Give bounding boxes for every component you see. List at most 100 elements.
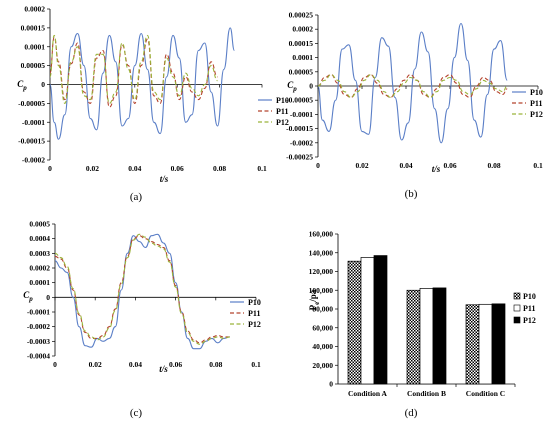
x-tick-label: 0.1	[251, 360, 261, 369]
x-tick-label: 0.04	[128, 164, 141, 173]
legend-label-p10: P10	[276, 96, 289, 105]
y-tick-label: -0.00015	[18, 137, 45, 146]
y-tick-label: 0	[309, 82, 313, 91]
bar-p10	[406, 289, 421, 385]
y-tick-label: -0.0002	[27, 322, 50, 331]
bar-p10	[347, 260, 362, 385]
x-tick-label: 0.04	[129, 360, 142, 369]
y-tick-label: 0.0005	[29, 220, 50, 229]
legend-label-p12: P12	[276, 118, 289, 127]
x-tick-label: 0.08	[487, 161, 500, 170]
y-tick-label: -0.00005	[18, 99, 45, 108]
series-line-p10	[49, 27, 235, 140]
legend-label-p12: P12	[530, 110, 543, 119]
y-tick-label: -0.00015	[286, 124, 313, 133]
y-tick-label: -0.0003	[27, 337, 50, 346]
x-tick-label: 0.04	[399, 161, 412, 170]
series-line-p12	[49, 34, 218, 104]
y-tick-label: 0.00005	[289, 67, 314, 76]
bar-p10	[465, 304, 480, 385]
series-line-p11	[317, 74, 508, 98]
y-tick-label: 0	[41, 80, 45, 89]
y-tick-label: 100,000	[309, 286, 334, 295]
panel-label-c: (c)	[130, 407, 143, 419]
x-tick-label: 0.06	[169, 360, 182, 369]
legend-swatch-p12	[513, 316, 521, 324]
y-tick-label: 140,000	[309, 248, 334, 257]
y-tick-label: 0.00025	[289, 11, 314, 20]
series-line-p10	[54, 233, 230, 350]
legend-label-p11: P11	[276, 107, 288, 116]
bar-p12	[432, 287, 447, 385]
y-tick-label: 0.00015	[21, 23, 46, 32]
y-axis-title: Cp	[17, 79, 27, 92]
y-tick-label: 0.0001	[29, 278, 50, 287]
y-axis-title: Cp	[23, 290, 33, 303]
x-tick-label: 0.06	[443, 161, 456, 170]
bar-p11	[419, 288, 434, 385]
x-tick-label: Condition C	[466, 389, 505, 398]
y-tick-label: -0.00025	[286, 153, 313, 162]
x-tick-label: 0.02	[86, 164, 99, 173]
x-tick-label: 0.02	[89, 360, 102, 369]
y-tick-label: 160,000	[309, 230, 334, 239]
y-axis-title: Pe/pa	[308, 289, 321, 310]
x-tick-label: 0	[53, 360, 57, 369]
y-tick-label: -0.0002	[290, 138, 313, 147]
x-tick-label: 0.08	[209, 360, 222, 369]
y-tick-label: 0.0002	[29, 264, 50, 273]
x-tick-label: 0.02	[355, 161, 368, 170]
y-tick-label: 0.0001	[24, 42, 45, 51]
y-tick-label: 0.0001	[292, 53, 313, 62]
y-tick-label: -0.0001	[22, 118, 45, 127]
x-tick-label: 0.1	[257, 164, 267, 173]
y-tick-label: 0.00005	[21, 61, 46, 70]
y-tick-label: 0.0003	[29, 249, 50, 258]
y-tick-label: 40,000	[312, 342, 333, 351]
y-tick-label: 0.0002	[24, 5, 45, 14]
series-line-p11	[54, 235, 230, 344]
y-axis-title: Cp	[287, 80, 297, 93]
y-tick-label: 0.00015	[289, 39, 314, 48]
x-axis-title: t/s	[160, 174, 169, 184]
chart-b: -0.00025 -0.0002 -0.00015 -0.0001 -0.00005 0 0…	[286, 11, 543, 175]
x-tick-label: 0	[48, 164, 52, 173]
y-tick-label: 20,000	[312, 361, 333, 370]
x-tick-label: 0.1	[533, 161, 543, 170]
series-line-p12	[54, 233, 230, 345]
panel-label-a: (a)	[130, 191, 143, 203]
y-tick-label: 0.0002	[292, 25, 313, 34]
chart-a: -0.0002 -0.00015 -0.0001 -0.00005 0 0.00005 0.…	[17, 5, 289, 185]
panel-label-b: (b)	[405, 188, 418, 200]
x-tick-label: Condition B	[407, 389, 446, 398]
x-axis-title: t/s	[432, 164, 441, 174]
y-tick-label: 0.0004	[29, 234, 50, 243]
legend-label-p11: P11	[523, 304, 535, 313]
legend-label-p12: P12	[248, 320, 261, 329]
y-tick-label: 60,000	[312, 323, 333, 332]
chart-c: -0.0004 -0.0003 -0.0002 -0.0001 0 0.0001 0.000…	[23, 220, 261, 375]
bar-p11	[360, 257, 375, 385]
legend-label-p11: P11	[530, 99, 542, 108]
y-tick-label: 120,000	[309, 267, 334, 276]
legend-label-p10: P10	[530, 88, 543, 97]
legend-label-p12: P12	[523, 316, 536, 325]
bar-p12	[491, 303, 506, 385]
y-tick-label: -0.0001	[27, 308, 50, 317]
y-tick-label: -0.0001	[290, 110, 313, 119]
legend-label-p11: P11	[248, 309, 260, 318]
y-tick-label: -0.0004	[27, 352, 50, 361]
y-tick-label: 0	[329, 380, 333, 389]
y-tick-label: 0	[46, 293, 50, 302]
x-axis-title: t/s	[159, 364, 168, 374]
y-tick-label: 80,000	[312, 305, 333, 314]
x-tick-label: 0.08	[213, 164, 226, 173]
chart-d: 0 20,000 40,000 60,000 80,000 100,000 120,000 1…	[308, 230, 536, 399]
legend-label-p10: P10	[248, 298, 261, 307]
bar-p11	[478, 303, 493, 385]
x-tick-label: Condition A	[348, 389, 388, 398]
bar-p12	[373, 255, 388, 385]
series-line-p10	[317, 22, 508, 144]
x-tick-label: 0	[316, 161, 320, 170]
